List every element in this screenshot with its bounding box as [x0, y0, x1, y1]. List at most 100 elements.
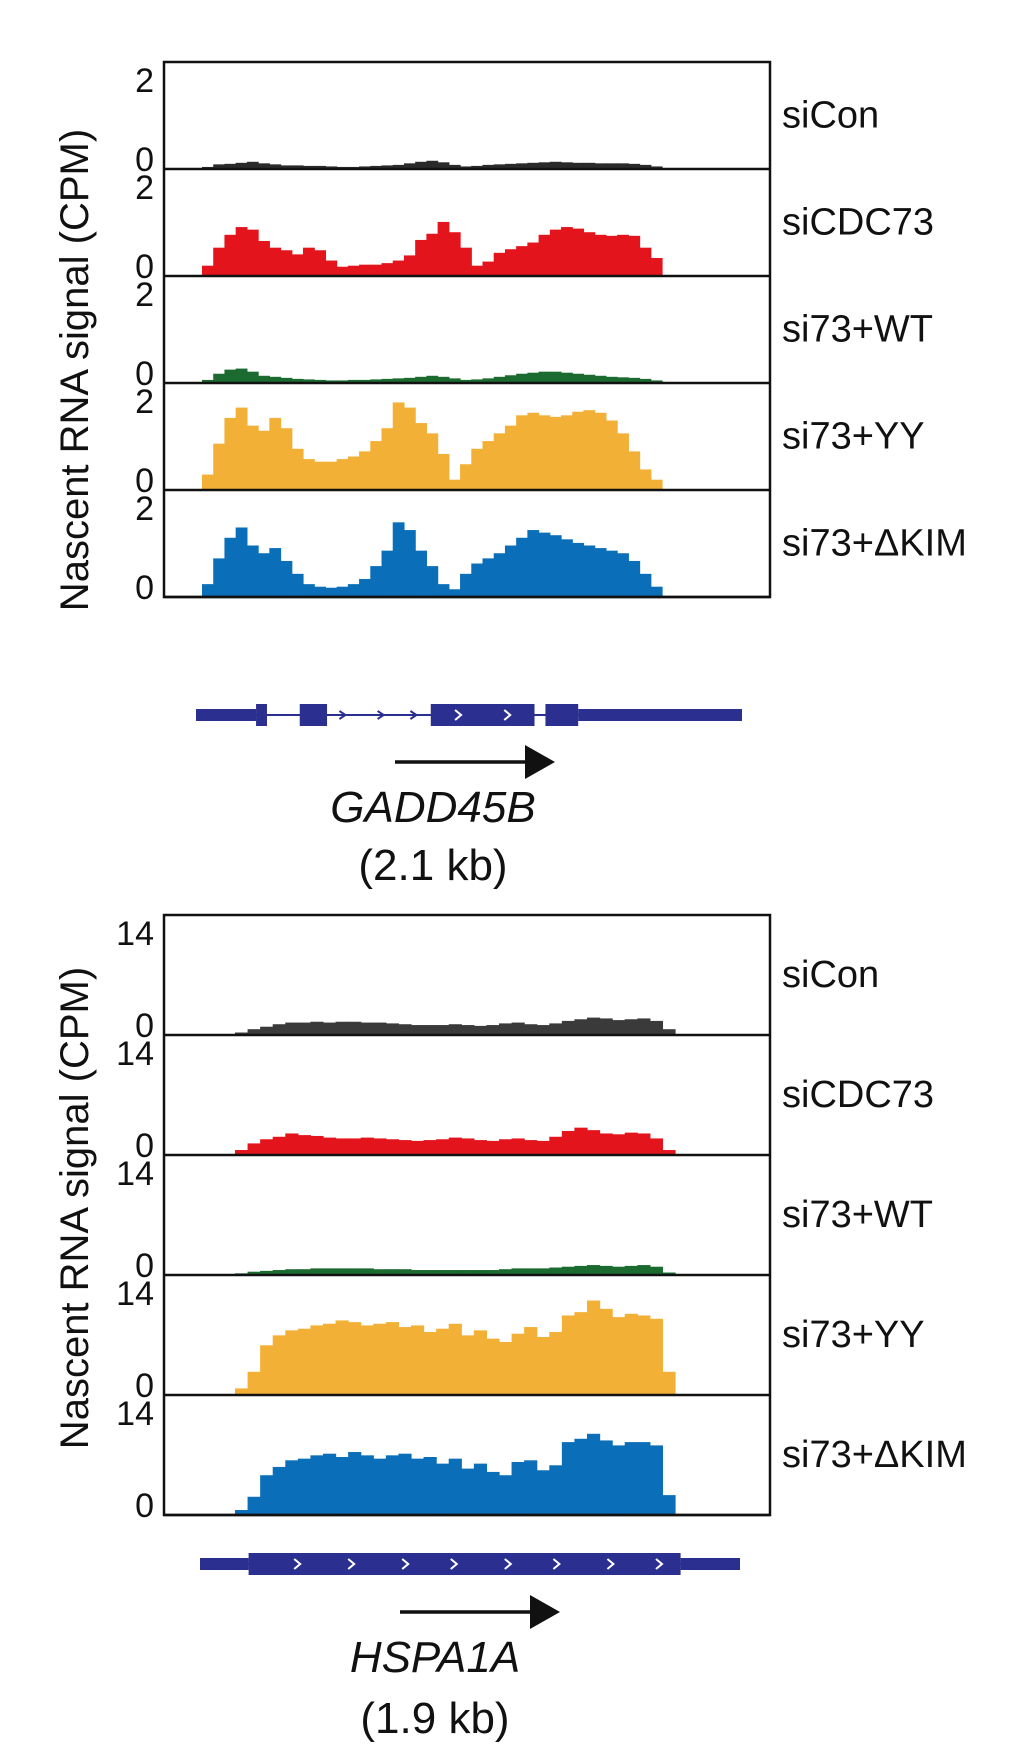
bar — [235, 227, 248, 276]
gene-name: HSPA1A — [350, 1633, 520, 1682]
bar — [504, 249, 517, 276]
strand-chevron-icon — [504, 1558, 513, 1570]
bar — [348, 1452, 362, 1515]
bar — [235, 1388, 249, 1395]
bar — [662, 1371, 676, 1395]
bar — [235, 368, 248, 383]
y-tick-max: 14 — [116, 915, 154, 953]
bar — [649, 1445, 664, 1515]
y-tick-max: 2 — [135, 490, 154, 528]
y-tick-zero: 0 — [135, 141, 154, 179]
bar — [561, 415, 573, 490]
bar — [373, 1458, 387, 1515]
bar — [572, 373, 585, 383]
bar — [348, 1322, 362, 1395]
utr-block — [578, 709, 742, 721]
bar — [280, 560, 293, 597]
bar — [272, 1270, 286, 1275]
bar — [370, 165, 383, 169]
bar — [605, 163, 618, 170]
bar — [637, 1315, 651, 1395]
bar — [436, 1270, 450, 1275]
bar — [527, 530, 540, 597]
bar — [359, 379, 371, 383]
bar — [624, 1265, 638, 1275]
bar — [291, 165, 304, 170]
bar — [398, 1269, 412, 1275]
bar — [314, 379, 327, 383]
y-tick-max: 2 — [135, 169, 154, 207]
bar — [291, 573, 304, 598]
series-label: si73+ΔKIM — [782, 1434, 967, 1476]
bar — [385, 1269, 400, 1275]
bar — [314, 586, 327, 597]
bar — [392, 522, 405, 597]
bar — [527, 242, 540, 277]
bar — [235, 407, 248, 490]
bar — [213, 443, 226, 490]
bar — [499, 1341, 513, 1395]
bar — [297, 1328, 312, 1395]
bar — [423, 1332, 437, 1395]
bar — [460, 379, 472, 383]
bar — [436, 1025, 450, 1035]
series-label: siCon — [782, 95, 879, 137]
bar — [411, 1140, 425, 1155]
bar — [213, 164, 226, 169]
bar — [360, 1325, 374, 1395]
bar — [482, 164, 495, 169]
bar — [448, 1270, 462, 1275]
y-tick-zero: 0 — [135, 248, 154, 286]
y-tick-max: 2 — [135, 62, 154, 100]
bar — [572, 411, 585, 490]
bar — [574, 1312, 588, 1395]
bar — [373, 1323, 387, 1395]
bar — [617, 433, 629, 490]
bar — [538, 415, 551, 490]
bar — [536, 1268, 550, 1275]
bar — [650, 166, 663, 170]
strand-chevron-icon — [338, 710, 348, 720]
bar — [662, 1150, 676, 1155]
exon-block — [545, 704, 579, 726]
bar — [235, 1510, 249, 1515]
bar — [392, 164, 405, 169]
bar — [471, 448, 484, 490]
bar — [504, 545, 517, 597]
strand-chevron-icon — [409, 710, 419, 720]
series-label: si73+YY — [782, 416, 925, 458]
bar — [269, 164, 282, 169]
bar — [325, 260, 338, 276]
exon-block — [248, 1553, 681, 1575]
bar — [639, 469, 652, 490]
bar — [258, 375, 270, 383]
bar — [411, 1325, 425, 1395]
bar — [310, 1325, 324, 1395]
bar — [649, 1318, 664, 1395]
bar — [426, 433, 439, 490]
bar — [524, 1268, 538, 1275]
bar — [335, 1320, 349, 1395]
bar — [285, 1133, 299, 1155]
bar — [471, 265, 484, 276]
bar — [411, 1025, 425, 1035]
bar — [403, 163, 416, 170]
bar — [323, 1323, 337, 1395]
bar — [549, 1023, 563, 1035]
bar — [285, 1022, 299, 1035]
utr-block — [196, 709, 257, 721]
y-tick-max: 14 — [116, 1035, 154, 1073]
bar — [310, 1455, 324, 1515]
bar — [486, 1270, 500, 1275]
bar — [637, 1265, 651, 1275]
bar — [482, 558, 495, 598]
bar — [258, 163, 270, 170]
strand-chevron-icon — [293, 1558, 302, 1570]
bar — [247, 1371, 261, 1395]
bar — [549, 371, 562, 383]
bar — [302, 459, 315, 490]
bar — [323, 1268, 337, 1275]
arrow-head-icon — [530, 1595, 560, 1629]
bar — [246, 545, 259, 597]
bar — [370, 264, 383, 276]
